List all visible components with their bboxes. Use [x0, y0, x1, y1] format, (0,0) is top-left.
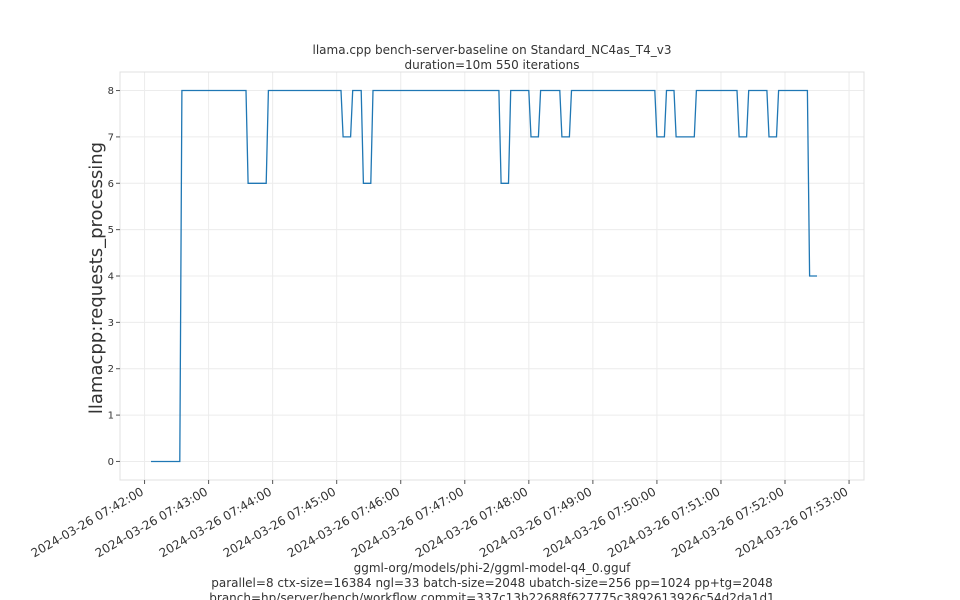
series-layer — [151, 89, 817, 463]
y-tick-label: 0 — [108, 457, 114, 468]
x-tick-label: 2024-03-26 07:49:00 — [477, 484, 594, 560]
y-tick-label: 1 — [108, 411, 114, 422]
x-tick-label: 2024-03-26 07:46:00 — [285, 484, 402, 560]
x-tick-label: 2024-03-26 07:47:00 — [349, 484, 466, 560]
y-tick-label: 8 — [108, 86, 114, 97]
x-tick-label: 2024-03-26 07:53:00 — [733, 484, 850, 560]
x-tick-label: 2024-03-26 07:50:00 — [541, 484, 658, 560]
y-tick-label: 5 — [108, 225, 114, 236]
y-tick-label: 2 — [108, 364, 114, 375]
y-tick-label: 7 — [108, 132, 114, 143]
y-tick-label: 6 — [108, 179, 114, 190]
chart-subtitle: duration=10m 550 iterations — [405, 58, 580, 72]
grid-lines — [120, 72, 864, 480]
y-axis: 0 1 2 3 4 5 6 7 8 — [108, 86, 120, 468]
x-tick-label: 2024-03-26 07:51:00 — [605, 484, 722, 560]
x-tick-label: 2024-03-26 07:44:00 — [157, 484, 274, 560]
y-tick-label: 4 — [108, 272, 114, 283]
chart-title: llama.cpp bench-server-baseline on Stand… — [313, 43, 672, 57]
y-axis-label: llamacpp:requests_processing — [86, 142, 107, 414]
x-tick-label: 2024-03-26 07:45:00 — [221, 484, 338, 560]
x-axis-label-line-3: branch=hp/server/bench/workflow commit=3… — [209, 591, 774, 600]
x-tick-label: 2024-03-26 07:48:00 — [413, 484, 530, 560]
y-tick-label: 3 — [108, 318, 114, 329]
x-tick-label: 2024-03-26 07:42:00 — [29, 484, 146, 560]
x-tick-label: 2024-03-26 07:52:00 — [669, 484, 786, 560]
series-line — [151, 89, 817, 463]
x-axis-label-line-2: parallel=8 ctx-size=16384 ngl=33 batch-s… — [211, 576, 772, 590]
x-tick-label: 2024-03-26 07:43:00 — [93, 484, 210, 560]
x-axis-label-line-1: ggml-org/models/phi-2/ggml-model-q4_0.gg… — [354, 561, 632, 575]
